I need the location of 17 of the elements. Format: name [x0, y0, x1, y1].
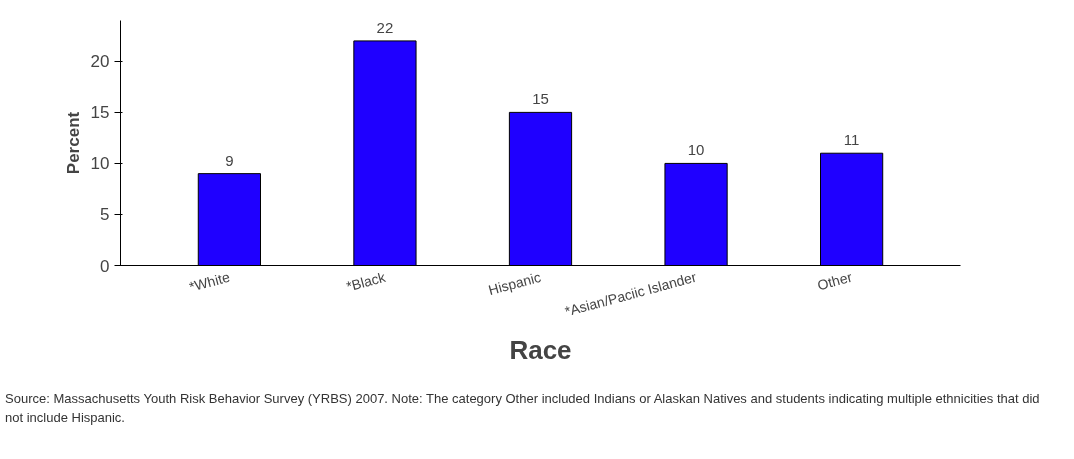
x-axis-title: Race [509, 335, 572, 365]
data-label: 11 [843, 131, 860, 149]
data-label: 9 [225, 151, 234, 169]
y-tick-label: 15 [90, 103, 110, 123]
x-tick-label: Other [815, 268, 855, 294]
y-tick-label: 20 [90, 52, 110, 72]
y-tick-label: 10 [90, 154, 110, 174]
data-label: 22 [376, 18, 394, 36]
y-tick-label: 0 [100, 256, 110, 276]
y-axis-title: Percent [63, 111, 83, 175]
data-label: 15 [532, 90, 549, 108]
x-tick-label: *Black [344, 268, 388, 295]
data-label: 10 [687, 141, 705, 159]
x-tick-label: *White [187, 268, 232, 295]
source-note: Source: Massachusetts Youth Risk Behavior Survey (YRBS) 2007. Note: The category Other included Indians or Alaskan Natives and students indicating multiple ethnicities that did not include Hispanic. [5, 390, 1041, 427]
x-tick-label: Hispanic [486, 268, 543, 299]
y-tick-label: 5 [100, 205, 110, 225]
